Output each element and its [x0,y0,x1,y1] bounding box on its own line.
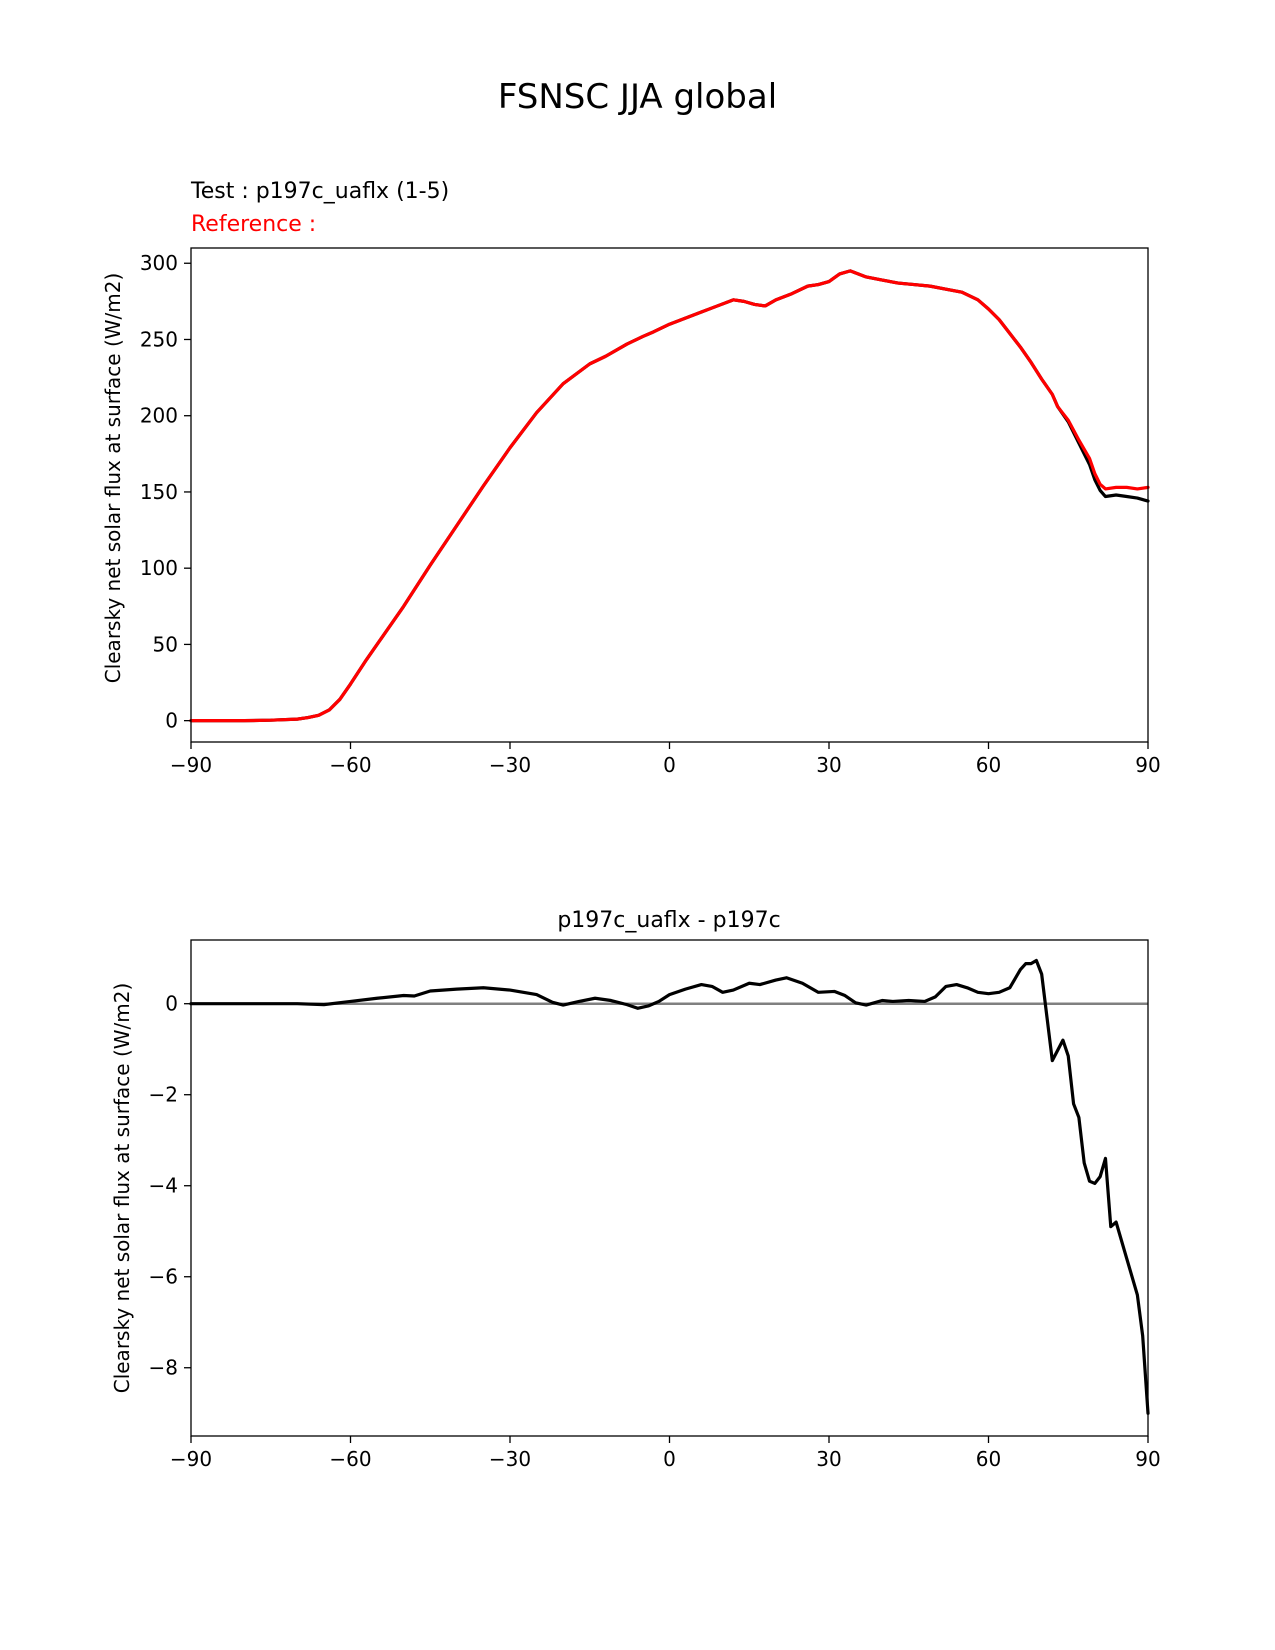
bottom-ytick-label: −2 [149,1083,178,1107]
top-xtick-label: 60 [976,753,1001,777]
bottom-xtick-label: 30 [816,1447,841,1471]
bottom-ytick-label: −6 [149,1265,178,1289]
bottom-xtick-label: −90 [170,1447,212,1471]
bottom-xtick-label: 60 [976,1447,1001,1471]
bottom-xtick-label: 0 [663,1447,676,1471]
bottom-ytick-label: −4 [149,1174,178,1198]
bottom-series-difference-line [189,958,1150,1415]
top-ytick-label: 50 [153,632,178,656]
top-ytick-label: 300 [140,251,178,275]
bottom-panel-ylabel: Clearsky net solar flux at surface (W/m2… [110,983,134,1394]
top-panel-reference-label: Reference : [191,212,316,237]
bottom-xtick-label: 90 [1135,1447,1160,1471]
bottom-panel: p197c_uaflx - p197c −90 −60 −30 0 30 60 900−2−… [110,908,1161,1471]
top-xtick-label: −30 [489,753,531,777]
top-xtick-label: 30 [816,753,841,777]
top-ytick-label: 250 [140,327,178,351]
bottom-ytick-label: 0 [165,992,178,1016]
top-xtick-label: −60 [329,753,371,777]
top-ytick-label: 200 [140,404,178,428]
top-ytick-label: 100 [140,556,178,580]
top-plot-area: −90 −60 −30 0 30 60 90 0 50 100 150 200 250 300 [140,247,1161,777]
bottom-xtick-label: −60 [329,1447,371,1471]
top-series-reference-line [189,269,1150,723]
top-ytick-label: 0 [165,709,178,733]
top-panel-test-label: Test : p197c_uaflx (1-5) [190,179,449,204]
bottom-ytick-label: −8 [149,1356,178,1380]
figure-title: FSNSC JJA global [498,77,777,117]
bottom-xtick-label: −30 [489,1447,531,1471]
top-ytick-label: 150 [140,480,178,504]
top-xtick-label: 90 [1135,753,1160,777]
top-xtick-label: 0 [663,753,676,777]
top-panel: Test : p197c_uaflx (1-5) Reference : −90… [101,179,1161,777]
top-panel-ylabel: Clearsky net solar flux at surface (W/m2… [101,273,125,684]
bottom-plot-area: −90 −60 −30 0 30 60 90 0 −2 −4 −6 −8 [149,939,1161,1471]
bottom-panel-title: p197c_uaflx - p197c [557,908,780,933]
top-xtick-label: −90 [170,753,212,777]
